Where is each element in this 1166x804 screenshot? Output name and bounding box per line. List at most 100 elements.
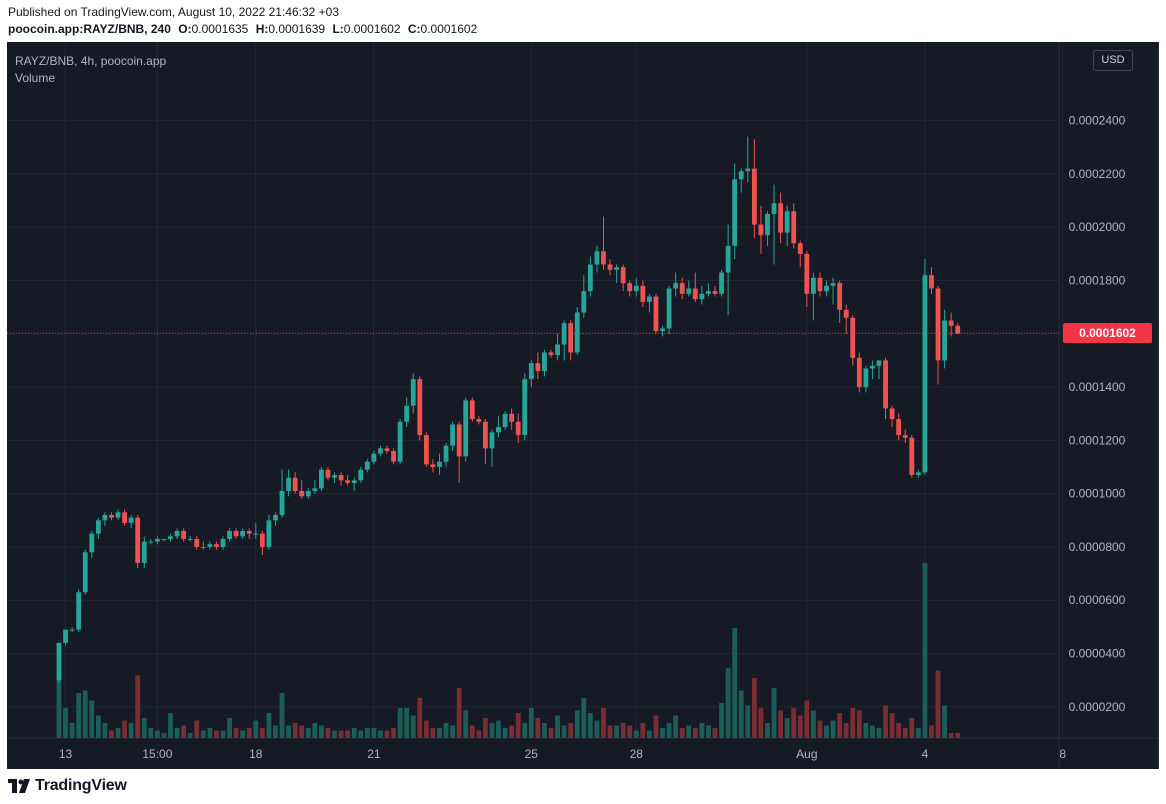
candle-body [220, 538, 226, 547]
candle-body [450, 424, 455, 446]
volume-bar [187, 733, 193, 738]
candle-body [227, 530, 232, 539]
volume-bar [686, 725, 692, 738]
candle-body [640, 285, 646, 302]
volume-bar [758, 708, 764, 738]
candle-body [607, 264, 613, 270]
low-value: 0.0001602 [343, 22, 401, 36]
y-tick-label: 0.0000600 [1069, 593, 1126, 607]
volume-bar [240, 730, 246, 738]
candle-body [653, 296, 659, 332]
candle-body [568, 323, 574, 353]
candle-body [135, 517, 141, 563]
candle-body [797, 243, 803, 254]
candle-body [830, 283, 836, 286]
candle-body [935, 288, 941, 361]
candle-body [181, 530, 187, 539]
y-tick-label: 0.0001800 [1069, 273, 1126, 287]
legend-title: RAYZ/BNB, 4h, poocoin.app [15, 54, 167, 68]
volume-bar [273, 725, 278, 738]
tradingview-logo[interactable]: TradingView [8, 777, 127, 795]
volume-bar [935, 670, 941, 738]
candle-body [174, 530, 180, 537]
volume-bar [948, 733, 954, 738]
y-tick-label: 0.0001400 [1069, 380, 1126, 394]
volume-bar [804, 700, 810, 738]
chart-pane[interactable]: 0.0002400 0.0002200 0.0002000 0.0001800 0.00… [7, 42, 1159, 769]
volume-bar [194, 720, 200, 738]
legend-volume[interactable]: Volume [15, 71, 56, 85]
candle-body [515, 421, 521, 436]
volume-bar [830, 720, 836, 738]
volume-bar [181, 725, 187, 738]
close-label: C: [407, 22, 421, 36]
volume-bar [555, 715, 560, 738]
candle-body [791, 211, 797, 244]
volume-bar [76, 693, 82, 738]
candle-body [109, 514, 114, 518]
candle-body [404, 405, 410, 422]
x-tick-label: 8 [1059, 747, 1066, 761]
candle-body [870, 365, 875, 369]
candle-body [574, 312, 580, 353]
volume-bar [896, 723, 902, 738]
volume-bar [587, 713, 593, 738]
volume-bar [489, 723, 495, 738]
candle-body [253, 533, 259, 535]
volume-bar [305, 728, 311, 738]
y-tick-label: 0.0002400 [1069, 114, 1126, 128]
candle-body [725, 245, 731, 273]
volume-bar [627, 725, 633, 738]
candle-body [371, 453, 377, 462]
volume-bar [371, 728, 377, 738]
candle-body [89, 533, 95, 553]
volume-bar [666, 723, 672, 738]
y-tick-label: 0.0001200 [1069, 433, 1126, 447]
volume-bar [128, 723, 134, 738]
volume-bar [653, 715, 659, 738]
low-label: L: [332, 22, 344, 36]
candle-body [620, 267, 626, 284]
candle-body [633, 285, 639, 292]
x-tick-label: 25 [525, 747, 539, 761]
candle-body [292, 477, 298, 491]
volume-bar [929, 725, 934, 738]
footer: TradingView [0, 769, 1166, 804]
candle-body [391, 451, 396, 462]
candle-body [614, 267, 619, 270]
candle-body [817, 277, 823, 292]
candle-body [738, 171, 744, 180]
symbol-label: poocoin.app:RAYZ/BNB, 240 [8, 22, 171, 36]
candle-body [706, 291, 711, 294]
candle-body [581, 291, 587, 313]
candle-body [712, 291, 718, 294]
volume-bar [640, 723, 646, 738]
candle-body [883, 360, 888, 409]
volume-bar [817, 720, 823, 738]
candle-body [542, 352, 547, 372]
candle-body [95, 520, 101, 534]
volume-bar [430, 728, 436, 738]
candle-body [338, 475, 344, 481]
volume-bar [207, 728, 213, 738]
candle-body [555, 344, 560, 356]
candle-body [528, 363, 534, 380]
candlestick-chart[interactable]: 0.0002400 0.0002200 0.0002000 0.0001800 0.00… [7, 42, 1159, 769]
volume-bar [771, 688, 777, 738]
volume-bar [63, 708, 68, 738]
volume-bar [227, 718, 232, 738]
volume-bar [246, 728, 252, 738]
candle-body [187, 538, 193, 540]
candle-body [948, 320, 954, 326]
candle-body [509, 413, 515, 422]
candle-body [489, 432, 495, 449]
currency-button[interactable]: USD [1093, 50, 1133, 71]
candle-body [82, 552, 88, 593]
tradingview-logo-text: TradingView [35, 777, 127, 794]
volume-bar [220, 730, 226, 738]
volume-bar [69, 723, 75, 738]
volume-bar [279, 693, 285, 738]
candle-body [856, 357, 862, 388]
candle-body [69, 629, 75, 631]
candle-body [889, 408, 895, 420]
